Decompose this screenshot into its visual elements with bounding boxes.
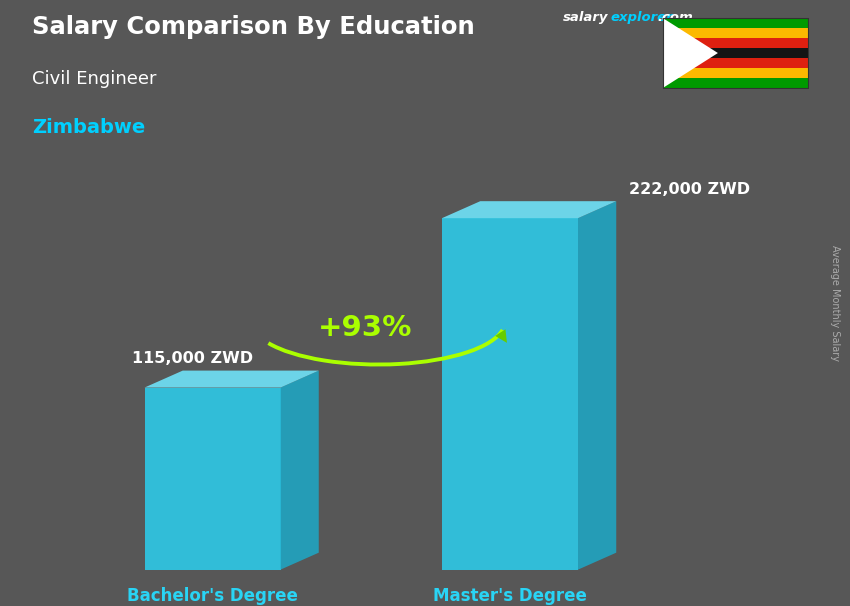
- Polygon shape: [578, 201, 616, 570]
- Text: Master's Degree: Master's Degree: [433, 587, 587, 605]
- Bar: [663, 18, 808, 88]
- Text: Zimbabwe: Zimbabwe: [32, 118, 145, 137]
- Text: Salary Comparison By Education: Salary Comparison By Education: [32, 15, 475, 39]
- Polygon shape: [280, 371, 319, 570]
- Bar: [663, 18, 808, 28]
- Polygon shape: [442, 218, 578, 570]
- Text: +93%: +93%: [318, 314, 413, 342]
- Text: salary: salary: [563, 11, 609, 24]
- Bar: [663, 58, 808, 68]
- Bar: [663, 78, 808, 88]
- Text: .com: .com: [657, 11, 693, 24]
- Text: explorer: explorer: [610, 11, 673, 24]
- Polygon shape: [144, 371, 319, 388]
- Text: Civil Engineer: Civil Engineer: [32, 70, 156, 88]
- Text: Average Monthly Salary: Average Monthly Salary: [830, 245, 840, 361]
- Bar: [663, 48, 808, 58]
- Polygon shape: [144, 388, 280, 570]
- Bar: [663, 28, 808, 38]
- Text: 222,000 ZWD: 222,000 ZWD: [629, 182, 750, 197]
- Polygon shape: [663, 18, 718, 88]
- Bar: [663, 68, 808, 78]
- Bar: [663, 38, 808, 48]
- Text: 115,000 ZWD: 115,000 ZWD: [132, 351, 253, 367]
- Text: Bachelor's Degree: Bachelor's Degree: [127, 587, 298, 605]
- Polygon shape: [442, 201, 616, 218]
